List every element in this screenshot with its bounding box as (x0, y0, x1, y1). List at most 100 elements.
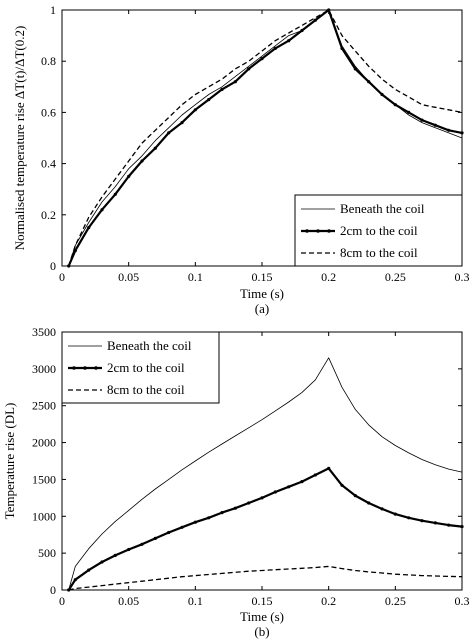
panel-b-point-1-25 (393, 512, 397, 516)
panel-b-x-tick-label-4: 0.2 (321, 594, 336, 608)
panel-a-point-1-21 (340, 46, 344, 51)
panel-b-point-1-1 (73, 578, 77, 582)
panel-a-y-tick-label-3: 0.6 (41, 105, 56, 119)
panel-a-x-axis-label: Time (s) (240, 286, 284, 301)
panel-b-legend-swatches (68, 345, 102, 391)
panel-a-point-1-11 (207, 98, 211, 102)
panel-b-y-tick-label-3: 1500 (32, 472, 56, 486)
panel-a-y-tick-label-5: 1 (50, 3, 56, 17)
panel-b-y-tick-label-2: 1000 (32, 509, 56, 523)
panel-a-x-tick-label-5: 0.25 (385, 270, 406, 284)
panel-b-x-tick-label-6: 0.3 (455, 594, 470, 608)
panel-a-point-1-16 (273, 46, 277, 51)
panel-b-point-1-14 (247, 501, 251, 505)
panel-a-point-1-29 (447, 128, 451, 132)
panel-a-point-1-17 (287, 39, 291, 43)
panel-b-x-tick-label-0: 0 (59, 594, 65, 608)
panel-a-legend-entry-8cm: 8cm to the coil (340, 245, 418, 260)
panel-b-x-tick-label-5: 0.25 (385, 594, 406, 608)
panel-a-x-tick-label-2: 0.1 (188, 270, 203, 284)
panel-a-point-1-4 (113, 192, 117, 196)
panel-b-x-axis-label: Time (s) (240, 609, 284, 624)
panel-b-legend-entry-2cm: 2cm to the coil (107, 360, 185, 375)
panel-a-point-1-23 (367, 80, 371, 84)
panel-a-x-tick-label-6: 0.3 (455, 270, 470, 284)
panel-a-point-1-14 (247, 67, 251, 71)
panel-a-point-1-12 (220, 87, 224, 91)
panel-b-point-1-8 (167, 530, 171, 535)
panel-a-legend-marker-1 (316, 229, 320, 233)
panel-b-point-1-11 (207, 516, 211, 520)
panel-b-point-1-13 (233, 506, 237, 510)
panel-b-point-1-19 (313, 473, 317, 477)
panel-b-point-1-22 (353, 494, 357, 498)
panel-b-legend-marker-0 (72, 366, 76, 370)
panel-a-caption: (a) (255, 301, 269, 316)
panel-a-series-line-2 (68, 9, 463, 267)
panel-b-point-1-24 (380, 507, 384, 511)
panel-b-series-line-0 (68, 357, 463, 591)
panel-b-caption: (b) (254, 624, 269, 639)
panel-a-legend-swatches (301, 208, 335, 254)
panel-a-point-1-25 (393, 103, 397, 107)
panel-a-x-tick-label-0: 0 (59, 270, 65, 284)
panel-a-x-tick-label-1: 0.05 (118, 270, 139, 284)
panel-b-y-tick-label-0: 0 (50, 583, 56, 597)
panel-a-y-tick-label-0: 0 (50, 259, 56, 273)
panel-a-legend-marker-2 (327, 229, 331, 233)
panel-b-series-lines (67, 357, 464, 592)
panel-a-point-1-19 (313, 18, 317, 22)
panel-b-point-1-3 (100, 560, 104, 564)
panel-b-point-1-26 (407, 516, 411, 520)
panel-a-point-1-13 (233, 80, 237, 84)
panel-b-point-1-21 (340, 483, 344, 487)
panel-a-point-1-18 (300, 28, 304, 33)
panel-a-point-1-9 (180, 121, 184, 125)
panel-a-series-lines (67, 8, 464, 268)
panel-b: 0 0.05 0.1 0.15 0.2 0.25 0.3 0 500 1000 1500 2000 25… (2, 325, 470, 639)
panel-b-legend-marker-2 (94, 366, 98, 370)
panel-b-y-tick-label-5: 2500 (32, 399, 56, 413)
panel-a-legend-marker-0 (305, 229, 309, 233)
panel-a-legend-entry-beneath: Beneath the coil (340, 201, 425, 216)
panel-a-point-1-7 (153, 146, 157, 150)
panel-a-point-1-24 (380, 92, 384, 97)
panel-a-point-1-2 (87, 226, 91, 230)
panel-b-point-1-17 (287, 485, 291, 489)
panel-b-y-tick-label-7: 3500 (32, 325, 56, 339)
panel-b-point-1-12 (220, 510, 224, 515)
panel-a-point-1-15 (260, 57, 264, 61)
panel-b-y-tick-label-4: 2000 (32, 436, 56, 450)
panel-a-y-tick-label-4: 0.8 (41, 54, 56, 68)
panel-b-point-1-4 (113, 553, 117, 558)
panel-a-point-1-6 (140, 159, 144, 163)
panel-b-ticks: 0 0.05 0.1 0.15 0.2 0.25 0.3 0 500 1000 1500 2000 25… (32, 325, 470, 608)
panel-b-point-1-27 (420, 519, 424, 523)
panel-b-point-1-2 (87, 568, 91, 572)
panel-a-point-1-27 (420, 118, 424, 122)
panel-a-point-1-22 (353, 67, 357, 71)
panel-b-point-1-6 (140, 542, 144, 546)
panel-b-point-1-18 (300, 480, 304, 484)
panel-a-legend: Beneath the coil 2cm to the coil 8cm to … (294, 194, 463, 267)
panel-b-x-tick-label-2: 0.1 (188, 594, 203, 608)
panel-b-x-tick-label-1: 0.05 (118, 594, 139, 608)
panel-b-point-1-23 (367, 501, 371, 505)
panel-a-ticks: 0 0.05 0.1 0.15 0.2 0.25 0.3 0 0.2 0.4 0.6 0.8 1 (41, 3, 470, 284)
panel-b-point-1-15 (260, 496, 264, 500)
panel-b-point-1-28 (433, 521, 437, 525)
panel-b-legend: Beneath the coil 2cm to the coil 8cm to … (61, 331, 220, 404)
panel-b-y-axis-label: Temperature rise (DL) (2, 403, 17, 520)
panel-b-x-tick-label-3: 0.15 (252, 594, 273, 608)
panel-a-y-axis-label: Normalised temperature rise ΔT(t)/ΔT(0.2… (12, 26, 27, 251)
panel-a-y-tick-label-2: 0.4 (41, 157, 56, 171)
panel-a-point-1-8 (167, 131, 171, 135)
panel-b-point-1-20 (327, 466, 331, 470)
panel-b-legend-marker-1 (83, 366, 87, 370)
panel-a-point-1-10 (193, 108, 197, 112)
panel-b-legend-entry-beneath: Beneath the coil (107, 338, 192, 353)
panel-b-point-1-16 (273, 490, 277, 494)
panel-b-point-1-10 (193, 520, 197, 524)
